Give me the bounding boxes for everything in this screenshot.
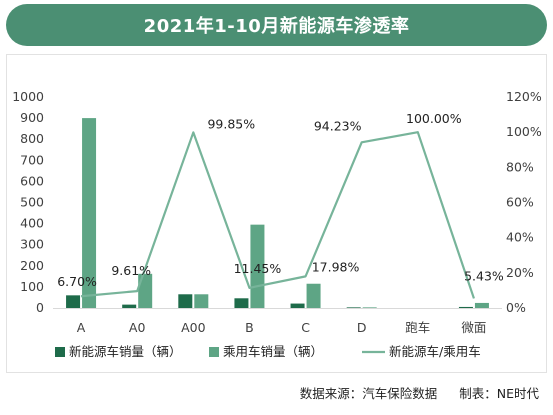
- legend-label-line: 新能源车/乘用车: [389, 344, 481, 359]
- legend-label-nev: 新能源车销量（辆）: [69, 344, 182, 359]
- made-by-label: 制表：NE时代: [459, 386, 539, 401]
- x-axis-tick-label: D: [357, 320, 367, 335]
- legend-swatch-nev: [55, 347, 65, 357]
- left-axis-tick-label: 400: [20, 216, 44, 231]
- penetration-data-label: 9.61%: [111, 263, 151, 278]
- x-axis-tick-label: C: [301, 320, 310, 335]
- left-axis-tick-label: 500: [20, 195, 44, 210]
- left-axis-tick-label: 800: [20, 131, 44, 146]
- penetration-data-label: 100.00%: [406, 111, 462, 126]
- penetration-data-label: 94.23%: [314, 118, 362, 133]
- left-axis-tick-label: 900: [20, 110, 44, 125]
- nev-sales-bar: [178, 294, 193, 308]
- chart-frame: [6, 54, 547, 373]
- penetration-data-label: 17.98%: [312, 259, 360, 274]
- legend-label-pv: 乘用车销量（辆）: [223, 344, 323, 359]
- pv-sales-bar: [362, 307, 377, 308]
- nev-sales-bar: [122, 304, 137, 308]
- left-axis-tick-label: 700: [20, 152, 44, 167]
- x-axis-tick-label: A0: [129, 320, 146, 335]
- penetration-line: [80, 131, 475, 299]
- pv-sales-bar: [306, 283, 321, 308]
- penetration-data-label: 99.85%: [207, 116, 255, 131]
- chart-title: 2021年1-10月新能源车渗透率: [143, 16, 410, 37]
- x-axis-tick-label: A00: [181, 320, 206, 335]
- left-axis-tick-label: 100: [20, 279, 44, 294]
- pv-sales-bar: [474, 302, 489, 308]
- left-axis-tick-label: 200: [20, 258, 44, 273]
- nev-sales-bar: [458, 306, 473, 308]
- x-axis-tick-label: B: [245, 320, 254, 335]
- pv-sales-bar: [194, 294, 209, 308]
- title-banner: 2021年1-10月新能源车渗透率: [6, 4, 547, 46]
- penetration-data-label: 5.43%: [464, 268, 504, 283]
- x-axis-tick-label: 微面: [461, 320, 486, 335]
- nev-sales-bar: [290, 303, 305, 308]
- data-source-label: 数据来源：汽车保险数据: [299, 386, 438, 401]
- right-axis-tick-label: 80%: [506, 159, 534, 174]
- footer: 数据来源：汽车保险数据 制表：NE时代: [300, 383, 539, 402]
- right-axis-tick-label: 40%: [506, 230, 534, 245]
- right-axis-tick-label: 0%: [506, 300, 526, 315]
- right-axis-tick-label: 100%: [506, 124, 542, 139]
- left-axis-tick-label: 300: [20, 237, 44, 252]
- legend-swatch-pv: [209, 347, 219, 357]
- nev-sales-bar: [66, 295, 81, 308]
- left-axis-tick-label: 1000: [12, 89, 44, 104]
- penetration-data-label: 11.45%: [234, 261, 282, 276]
- right-axis-tick-label: 20%: [506, 265, 534, 280]
- nev-sales-bar: [346, 307, 361, 308]
- left-axis-tick-label: 0: [36, 300, 44, 315]
- x-axis-tick-label: 跑车: [405, 320, 430, 335]
- right-axis-tick-label: 120%: [506, 89, 542, 104]
- penetration-data-label: 6.70%: [57, 274, 97, 289]
- pv-sales-bar: [82, 118, 97, 308]
- left-axis-tick-label: 600: [20, 173, 44, 188]
- right-axis-tick-label: 60%: [506, 195, 534, 210]
- pv-sales-bar: [138, 273, 153, 308]
- nev-sales-bar: [234, 298, 249, 308]
- x-axis-tick-label: A: [77, 320, 86, 335]
